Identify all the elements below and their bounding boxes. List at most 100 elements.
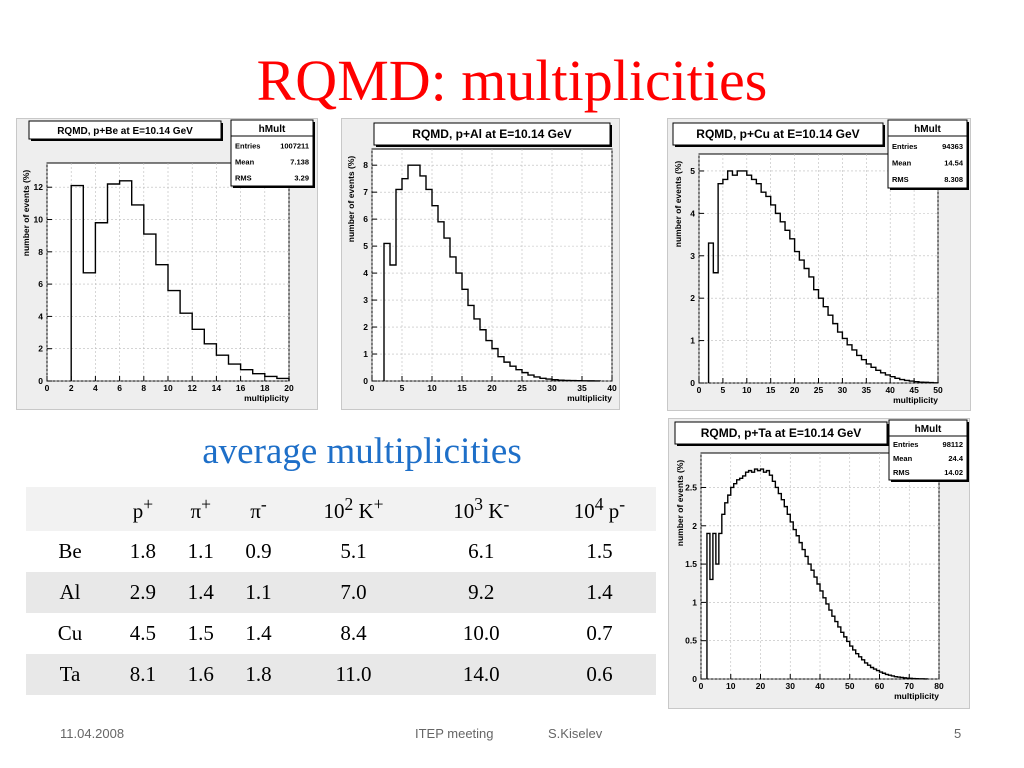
x-tick-label: 40 [607, 383, 617, 393]
table-cell: 1.8 [245, 662, 272, 686]
stats-value: 24.4 [948, 454, 963, 463]
x-tick-label: 20 [790, 385, 800, 395]
table-cell: 10.0 [462, 621, 500, 645]
x-axis-label: multiplicity [567, 393, 612, 403]
stats-key: Entries [235, 141, 260, 150]
y-axis-label: number of events (%) [346, 156, 356, 243]
table-cell: 5.1 [340, 539, 367, 563]
x-tick-label: 35 [862, 385, 872, 395]
histogram-series [383, 164, 601, 382]
header-cell: 102 K+ [323, 494, 384, 523]
x-tick-label: 0 [699, 681, 704, 691]
histogram-series [707, 170, 939, 384]
row-label: Ta [59, 662, 81, 686]
x-tick-label: 0 [697, 385, 702, 395]
x-tick-label: 15 [457, 383, 467, 393]
y-axis-label: number of events (%) [675, 460, 685, 547]
stats-value: 94363 [942, 142, 963, 151]
table-cell: 4.5 [129, 621, 157, 645]
chart-title-box [373, 122, 611, 146]
x-tick-label: 30 [838, 385, 848, 395]
chart-panel-al: 0 5 10 15 20 25 30 35 40 0 1 2 3 4 5 6 7 8 multiplicity num… [341, 118, 620, 410]
stats-name: hMult [259, 124, 286, 135]
stats-name: hMult [914, 124, 941, 135]
chart-panel-ta: 0 10 20 30 40 50 60 70 80 0 0.5 1 1.5 2 2.5 multiplicit… [668, 418, 970, 709]
y-tick-label: 4 [690, 208, 695, 218]
chart-title: RQMD, p+Al at E=10.14 GeV [412, 127, 571, 141]
x-axis-label: multiplicity [244, 393, 289, 403]
row-label: Cu [57, 621, 83, 645]
y-tick-label: 5 [363, 241, 368, 251]
chart-panel-cu: 0 5 10 15 20 25 30 35 40 45 50 0 1 2 3 4 5 multiplicity nu… [667, 118, 971, 411]
footer-date: 11.04.2008 [60, 726, 125, 741]
table-cell: 1.6 [187, 662, 214, 686]
chart-title: RQMD, p+Cu at E=10.14 GeV [696, 127, 859, 141]
x-tick-label: 40 [885, 385, 895, 395]
table-cell: 8.4 [340, 621, 367, 645]
stats-name: hMult [915, 424, 942, 435]
x-tick-label: 25 [517, 383, 527, 393]
table-row: Al 2.9 1.4 1.1 7.0 9.2 1.4 [26, 572, 656, 613]
chart-title-box [674, 421, 888, 445]
y-tick-label: 4 [363, 268, 368, 278]
x-tick-label: 12 [187, 383, 197, 393]
x-tick-label: 20 [284, 383, 294, 393]
table-cell: 7.0 [340, 580, 367, 604]
y-tick-label: 0 [690, 378, 695, 388]
table-cell: 2.9 [129, 580, 157, 604]
stats-key: Mean [893, 454, 913, 463]
header-cell: π+ [190, 494, 211, 523]
y-tick-label: 0 [38, 376, 43, 386]
y-tick-label: 5 [690, 166, 695, 176]
table-cell: 1.5 [586, 539, 613, 563]
x-tick-label: 6 [117, 383, 122, 393]
table-heading: average multiplicities [202, 431, 522, 472]
chart-panel-be: 0 2 4 6 8 10 12 14 16 18 20 0 2 4 6 8 10 12 multiplicity nu… [16, 118, 318, 410]
x-tick-label: 16 [236, 383, 246, 393]
x-axis-label: multiplicity [894, 691, 939, 701]
x-tick-label: 10 [427, 383, 437, 393]
y-tick-label: 3 [363, 295, 368, 305]
header-cell: 104 p- [573, 494, 626, 523]
y-tick-label: 0 [363, 376, 368, 386]
y-tick-label: 12 [34, 182, 44, 192]
y-tick-label: 0.5 [685, 636, 697, 646]
row-label: Be [58, 539, 82, 563]
y-tick-label: 10 [34, 215, 44, 225]
table-cell: 6.1 [468, 539, 495, 563]
x-tick-label: 15 [766, 385, 776, 395]
y-tick-label: 2 [38, 344, 43, 354]
x-tick-label: 5 [400, 383, 405, 393]
table-cell: 9.2 [468, 580, 495, 604]
chart-cu: 0 5 10 15 20 25 30 35 40 45 50012345multiplicitynu… [672, 119, 969, 405]
x-tick-label: 0 [45, 383, 50, 393]
table-cell: 1.4 [245, 621, 272, 645]
plot-frame [698, 153, 939, 384]
chart-ta: 0 10 20 30 40 50 60 70 80 0 0.5 1 1.5 2 2.5 multiplicit… [674, 419, 969, 701]
stats-key: RMS [892, 175, 909, 184]
x-tick-label: 8 [141, 383, 146, 393]
stats-value: 98112 [943, 440, 963, 449]
stats-value: 8.308 [944, 175, 963, 184]
chart-title-box [28, 120, 222, 140]
stats-box [888, 419, 968, 481]
y-tick-label: 8 [363, 160, 368, 170]
header-cell: 103 K- [453, 494, 510, 523]
table-cell: 1.1 [187, 539, 214, 563]
y-tick-label: 1 [692, 597, 697, 607]
stats-key: Mean [892, 159, 912, 168]
x-tick-label: 50 [845, 681, 855, 691]
y-tick-label: 1.5 [685, 559, 697, 569]
chart-title: RQMD, p+Be at E=10.14 GeV [57, 126, 193, 137]
y-tick-label: 1 [363, 349, 368, 359]
x-tick-label: 5 [721, 385, 726, 395]
x-tick-label: 45 [909, 385, 919, 395]
x-tick-label: 20 [756, 681, 766, 691]
x-tick-label: 10 [726, 681, 736, 691]
x-tick-label: 30 [786, 681, 796, 691]
x-tick-label: 30 [547, 383, 557, 393]
y-tick-label: 2 [363, 322, 368, 332]
x-tick-label: 25 [814, 385, 824, 395]
stats-key: Entries [893, 440, 918, 449]
x-tick-label: 0 [370, 383, 375, 393]
